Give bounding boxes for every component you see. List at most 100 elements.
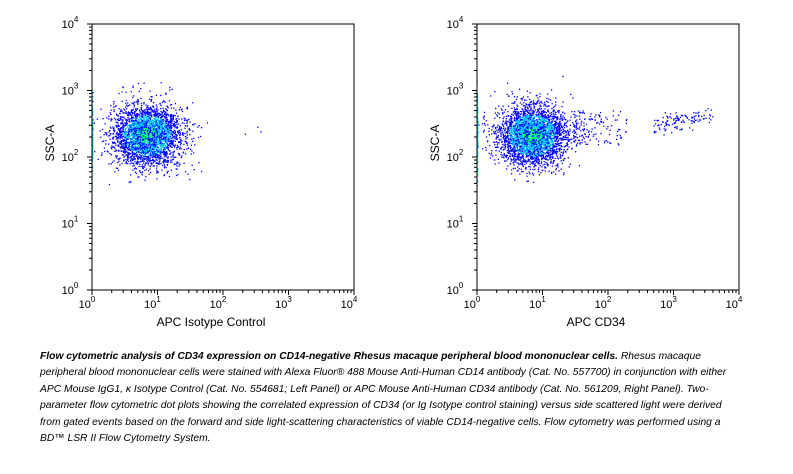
event-dot	[130, 91, 132, 93]
event-dot	[182, 152, 185, 154]
event-dot	[128, 181, 131, 184]
event-dot	[118, 108, 120, 110]
event-dot	[174, 131, 177, 134]
event-dot	[136, 154, 138, 156]
event-dot	[134, 132, 137, 134]
event-dot	[510, 136, 512, 138]
event-dot	[511, 139, 513, 142]
event-dot	[553, 152, 555, 154]
event-dot	[160, 136, 162, 138]
event-dot	[134, 136, 136, 138]
event-dot	[144, 146, 147, 149]
event-dot	[165, 136, 167, 138]
event-dot	[173, 156, 176, 158]
event-dot	[150, 159, 152, 162]
event-dot	[538, 113, 540, 115]
event-dot	[132, 129, 134, 132]
event-dot	[158, 114, 161, 117]
event-dot	[545, 111, 547, 114]
event-dot	[542, 164, 544, 166]
event-dot	[132, 150, 134, 152]
event-dot	[508, 134, 510, 137]
event-dot	[507, 137, 509, 139]
event-dot	[160, 116, 162, 119]
event-dot	[527, 109, 529, 111]
event-dot	[154, 125, 156, 127]
event-dot	[140, 154, 142, 157]
event-dot	[520, 113, 523, 115]
event-dot	[132, 117, 134, 119]
event-dot	[109, 129, 111, 132]
event-dot	[143, 162, 145, 164]
event-dot	[150, 140, 152, 143]
event-dot	[155, 124, 158, 126]
event-dot	[103, 140, 105, 142]
event-dot	[128, 135, 130, 137]
event-dot	[516, 162, 518, 164]
event-dot	[146, 111, 148, 113]
event-dot	[155, 136, 158, 138]
event-dot	[144, 137, 146, 139]
event-dot	[190, 153, 192, 155]
event-dot	[545, 105, 547, 107]
event-dot	[177, 131, 179, 133]
event-dot	[509, 142, 511, 145]
event-dot	[137, 141, 140, 143]
event-dot	[96, 118, 99, 120]
event-dot	[125, 160, 128, 163]
event-dot	[155, 133, 157, 135]
event-dot	[120, 127, 122, 129]
event-dot	[122, 130, 124, 132]
event-dot	[156, 148, 158, 151]
event-dot	[517, 133, 519, 135]
event-dot	[529, 166, 531, 168]
event-dot	[159, 142, 161, 144]
event-dot	[147, 112, 149, 114]
event-dot	[92, 186, 94, 189]
event-dot	[200, 127, 203, 129]
event-dot	[148, 133, 151, 136]
event-dot	[539, 165, 541, 167]
event-dot	[125, 111, 127, 113]
event-dot	[491, 150, 493, 152]
event-dot	[170, 159, 172, 161]
event-dot	[92, 123, 94, 125]
event-dot	[513, 117, 516, 119]
event-dot	[513, 127, 516, 129]
event-dot	[133, 164, 135, 167]
event-dot	[136, 115, 139, 118]
event-dot	[136, 128, 138, 130]
event-dot	[136, 123, 139, 126]
event-dot	[92, 109, 94, 111]
event-dot	[143, 153, 146, 156]
event-dot	[518, 117, 520, 119]
event-dot	[123, 148, 125, 150]
event-dot	[150, 107, 152, 110]
event-dot	[125, 122, 127, 124]
event-dot	[180, 156, 183, 159]
event-dot	[145, 117, 147, 119]
event-dot	[147, 131, 149, 134]
event-dot	[154, 113, 156, 115]
event-dot	[118, 158, 120, 160]
event-dot	[165, 147, 167, 149]
event-dot	[152, 131, 154, 133]
event-dot	[127, 128, 130, 130]
event-dot	[141, 160, 143, 162]
event-dot	[105, 133, 107, 135]
event-dot	[532, 145, 534, 147]
event-dot	[138, 150, 141, 152]
event-dot	[138, 153, 141, 156]
event-dot	[179, 125, 181, 127]
event-dot	[141, 110, 143, 112]
event-dot	[530, 148, 532, 151]
event-dot	[166, 117, 168, 119]
event-dot	[150, 99, 152, 102]
event-dot	[155, 156, 157, 158]
event-dot	[112, 129, 115, 131]
event-dot	[568, 146, 570, 148]
event-dot	[157, 155, 159, 157]
event-dot	[171, 122, 173, 124]
event-dot	[181, 110, 184, 113]
event-dot	[109, 138, 111, 140]
